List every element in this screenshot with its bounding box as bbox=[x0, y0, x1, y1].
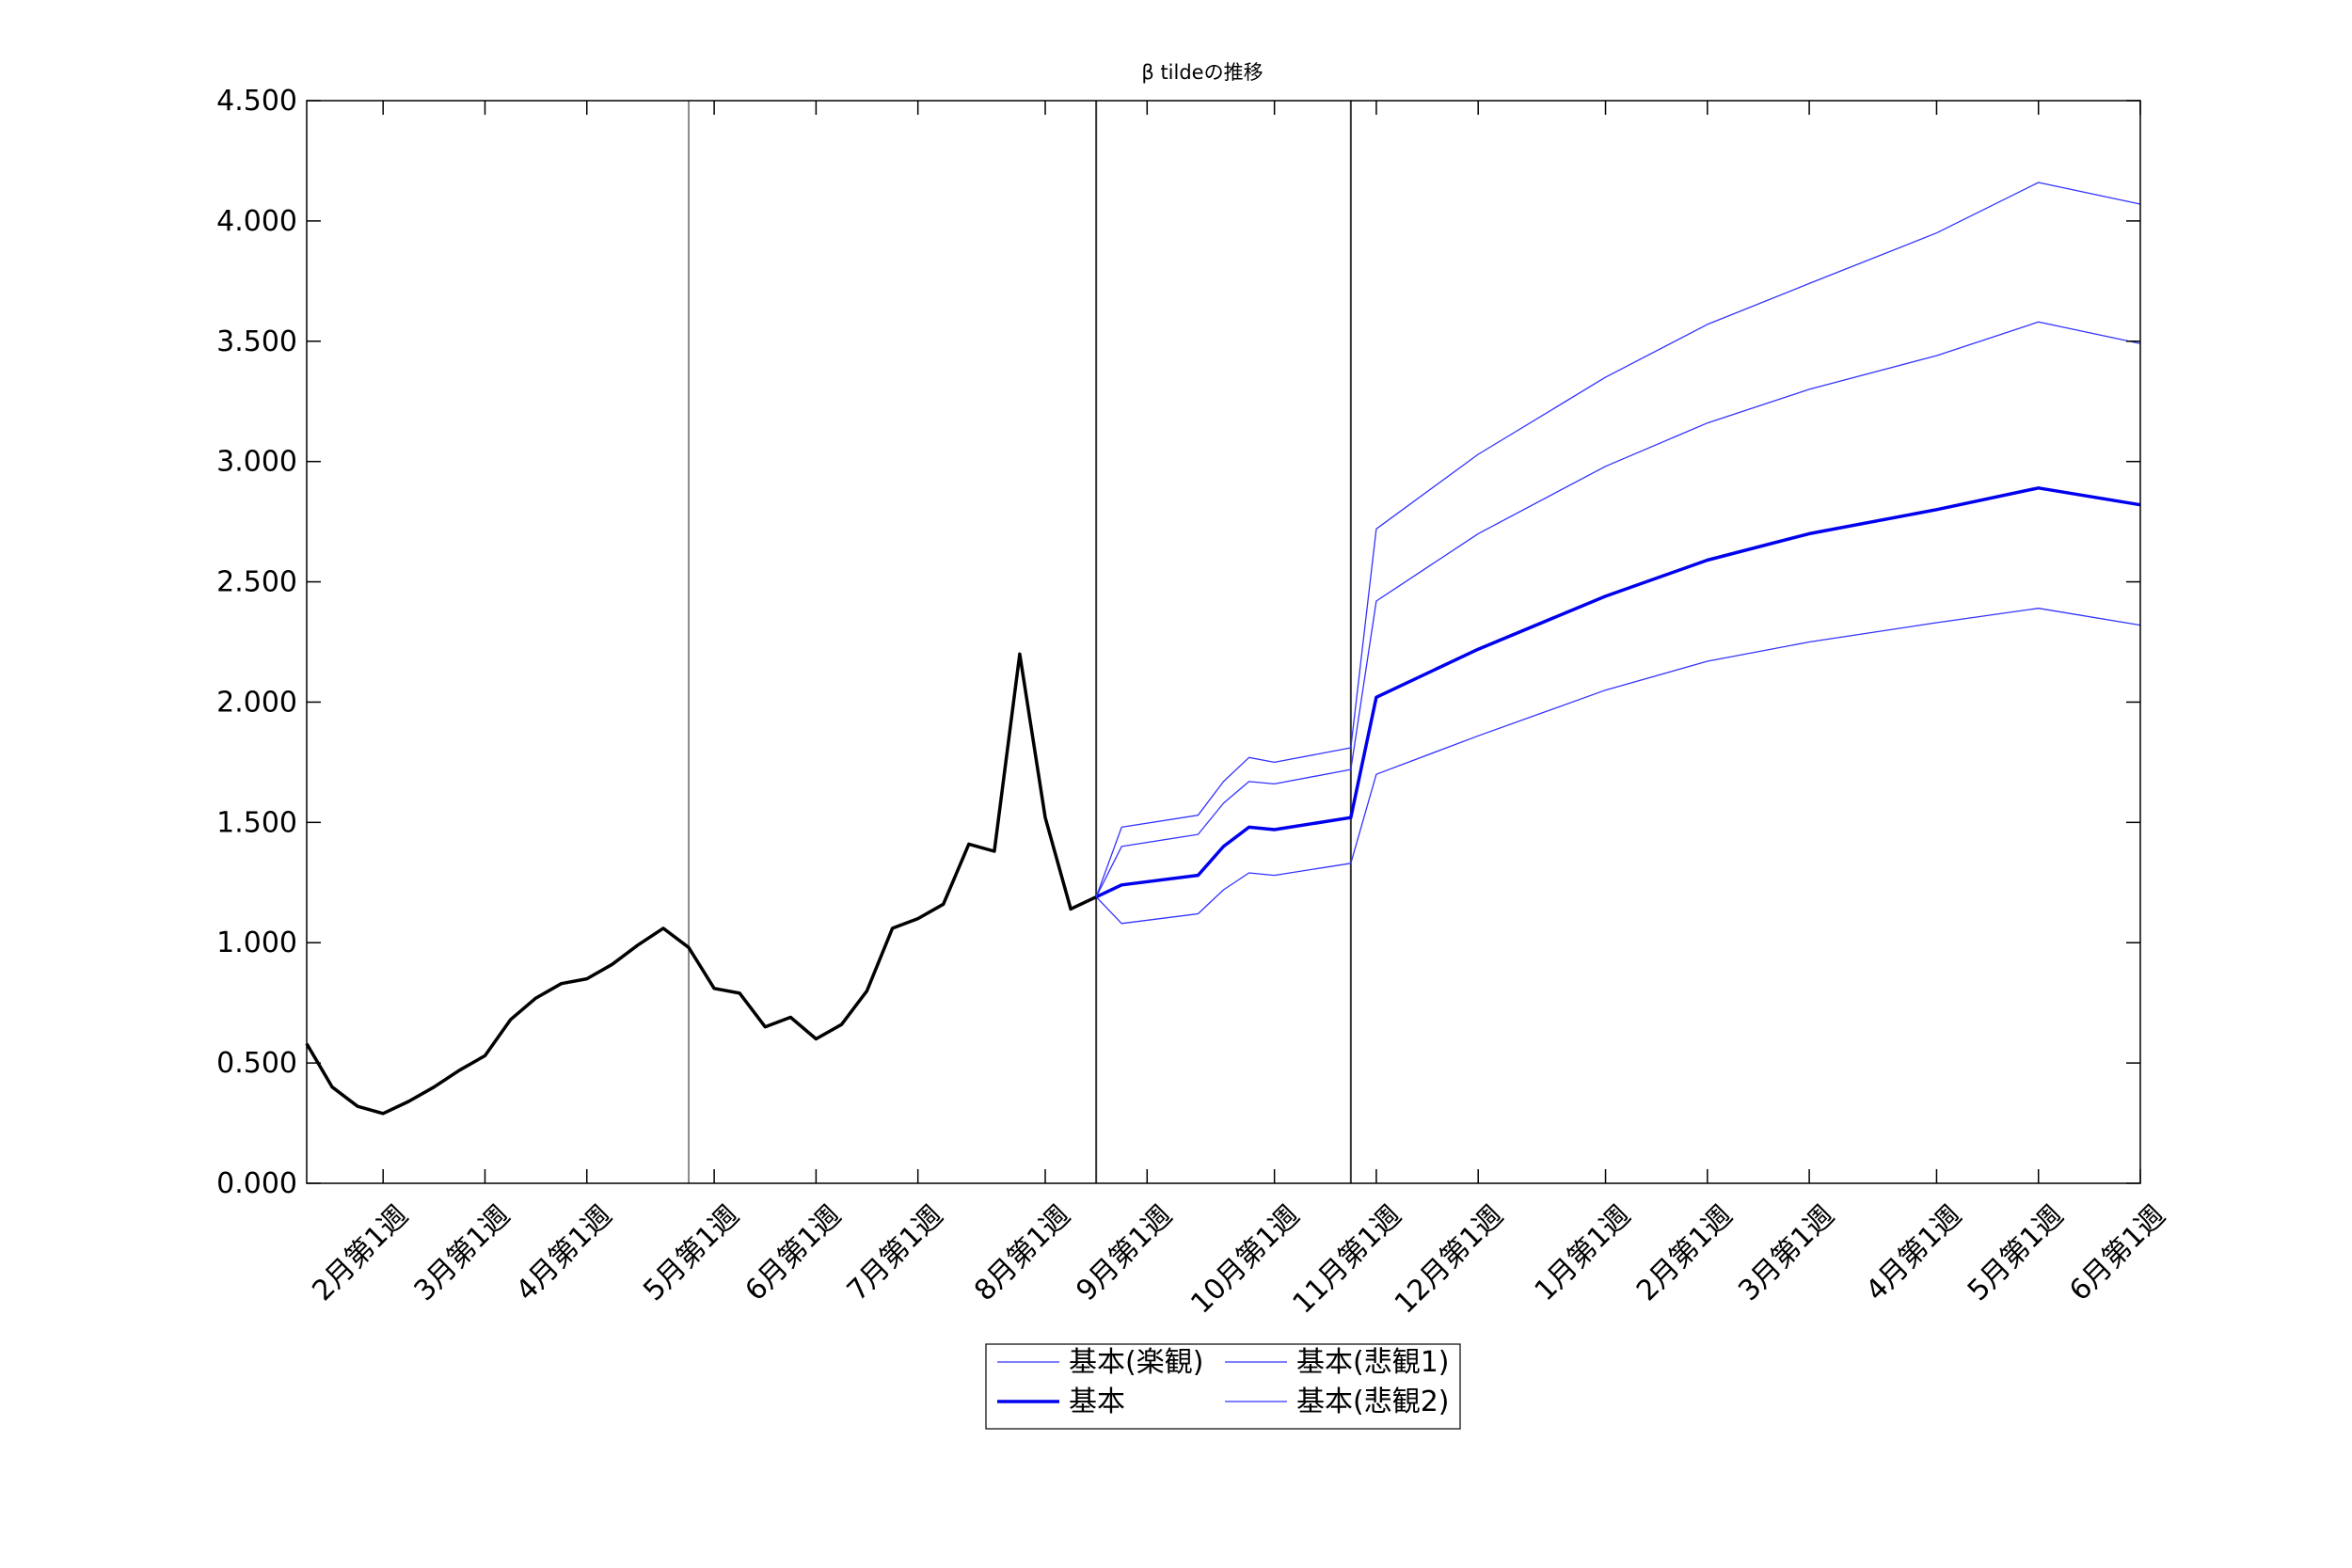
x-tick-label: 3月第1週 bbox=[408, 1199, 516, 1307]
x-tick-label: 5月第1週 bbox=[1962, 1199, 2070, 1307]
vertical-marker-lines bbox=[688, 101, 1352, 1183]
x-tick-label: 4月第1週 bbox=[510, 1199, 618, 1307]
x-tick-label: 1月第1週 bbox=[1529, 1199, 1637, 1307]
series-line-actual bbox=[305, 652, 1097, 1116]
x-tick-label: 6月第1週 bbox=[739, 1199, 848, 1307]
x-tick-label: 2月第1週 bbox=[1630, 1199, 1739, 1307]
y-axis: 0.000 0.500 1.000 1.500 2.000 2.500 3.000 3.500… bbox=[216, 85, 2140, 1200]
x-tick-label: 6月第1週 bbox=[2063, 1199, 2171, 1307]
y-tick-label: 3.000 bbox=[216, 446, 297, 479]
series-layer bbox=[305, 182, 2141, 1116]
series-line-pessimistic1 bbox=[1095, 321, 2141, 897]
x-tick-label: 2月第1週 bbox=[306, 1199, 414, 1307]
x-tick-label: 10月第1週 bbox=[1184, 1199, 1306, 1321]
x-tick-label: 11月第1週 bbox=[1287, 1199, 1408, 1321]
y-tick-label: 0.000 bbox=[216, 1167, 297, 1200]
x-tick-label: 7月第1週 bbox=[841, 1199, 949, 1307]
x-tick-label: 8月第1週 bbox=[968, 1199, 1076, 1307]
y-tick-label: 2.500 bbox=[216, 566, 297, 599]
series-line-optimistic bbox=[1095, 608, 2141, 925]
x-tick-label: 4月第1週 bbox=[1860, 1199, 1968, 1307]
legend-label-base: 基本 bbox=[1069, 1386, 1125, 1418]
y-tick-label: 1.000 bbox=[216, 927, 297, 959]
x-tick-label: 3月第1週 bbox=[1732, 1199, 1840, 1307]
y-tick-label: 1.500 bbox=[216, 806, 297, 839]
plot-frame bbox=[306, 100, 2141, 1184]
legend-label-optimistic: 基本(楽観) bbox=[1069, 1346, 1203, 1379]
y-tick-label: 3.500 bbox=[216, 325, 297, 358]
legend: 基本(楽観) 基本(悲観1) 基本 基本(悲観2) bbox=[985, 1343, 1461, 1430]
x-tick-label: 9月第1週 bbox=[1070, 1199, 1178, 1307]
legend-label-pessimistic1: 基本(悲観1) bbox=[1296, 1346, 1450, 1379]
x-tick-label: 12月第1週 bbox=[1389, 1199, 1510, 1321]
chart-title: β tildeの推移 bbox=[1141, 61, 1263, 84]
y-tick-label: 4.000 bbox=[216, 205, 297, 238]
x-tick-label: 5月第1週 bbox=[637, 1199, 745, 1307]
y-tick-label: 4.500 bbox=[216, 85, 297, 118]
series-line-base bbox=[1095, 486, 2141, 899]
legend-box bbox=[985, 1343, 1461, 1430]
legend-label-pessimistic2: 基本(悲観2) bbox=[1296, 1386, 1450, 1418]
y-tick-label: 2.000 bbox=[216, 686, 297, 719]
series-line-pessimistic2 bbox=[1095, 182, 2141, 897]
y-tick-label: 0.500 bbox=[216, 1047, 297, 1080]
